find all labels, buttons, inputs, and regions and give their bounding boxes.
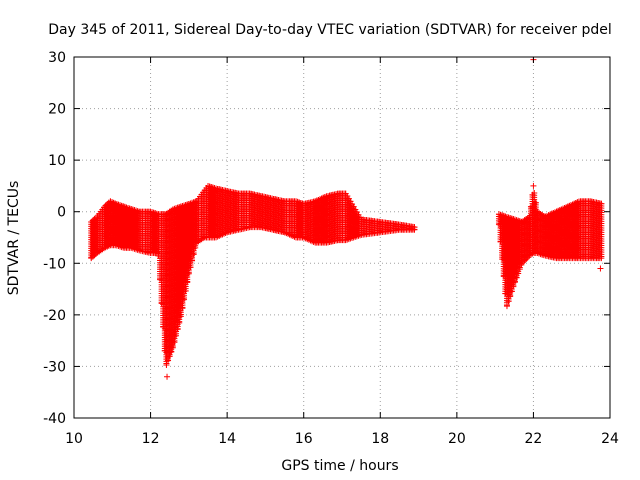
data-point bbox=[166, 353, 173, 360]
data-point bbox=[165, 357, 172, 364]
chart-title: Day 345 of 2011, Sidereal Day-to-day VTE… bbox=[48, 22, 612, 38]
data-point bbox=[163, 361, 170, 368]
data-marks bbox=[88, 56, 605, 380]
data-point bbox=[168, 349, 175, 356]
